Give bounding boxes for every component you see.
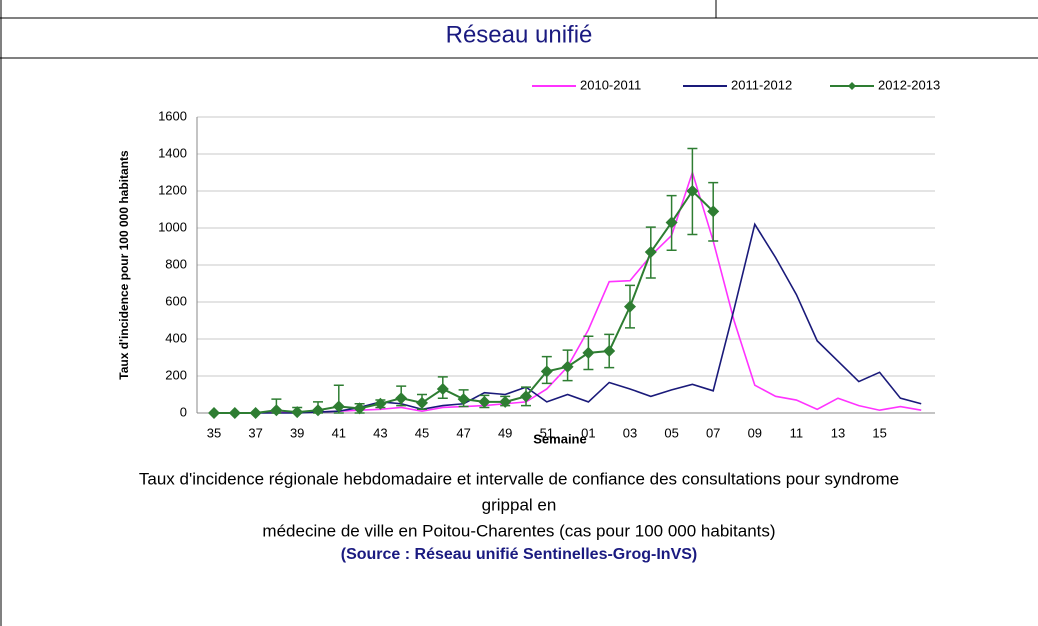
- marker: [707, 205, 720, 218]
- legend-marker: [848, 82, 856, 90]
- marker: [395, 392, 408, 405]
- marker: [249, 407, 262, 419]
- marker: [499, 395, 512, 408]
- x-tick-label: 39: [290, 425, 304, 440]
- marker: [457, 393, 470, 406]
- marker: [603, 345, 616, 358]
- x-axis-title: Semaine: [533, 431, 586, 446]
- y-tick-label: 800: [165, 256, 187, 271]
- x-tick-label: 47: [456, 425, 470, 440]
- y-tick-label: 1200: [158, 182, 187, 197]
- legend-label: 2011-2012: [731, 77, 792, 92]
- y-tick-label: 1600: [158, 108, 187, 123]
- y-tick-label: 600: [165, 293, 187, 308]
- x-tick-label: 05: [664, 425, 678, 440]
- x-tick-label: 43: [373, 425, 387, 440]
- legend-label: 2010-2011: [580, 77, 641, 92]
- x-tick-label: 03: [623, 425, 637, 440]
- legend-label: 2012-2013: [878, 77, 940, 92]
- marker: [665, 216, 678, 229]
- x-tick-label: 07: [706, 425, 720, 440]
- header-title: Réseau unifié: [446, 21, 593, 48]
- x-tick-label: 49: [498, 425, 512, 440]
- x-tick-label: 13: [831, 425, 845, 440]
- y-tick-label: 1400: [158, 145, 187, 160]
- caption-line: Taux d'incidence régionale hebdomadaire …: [139, 469, 899, 488]
- marker: [582, 346, 595, 359]
- marker: [436, 382, 449, 395]
- caption-line: médecine de ville en Poitou-Charentes (c…: [262, 521, 775, 540]
- y-axis-title: Taux d'incidence pour 100 000 habitants: [117, 150, 131, 380]
- caption-line: grippal en: [482, 495, 557, 514]
- marker: [686, 185, 699, 197]
- x-tick-label: 11: [790, 425, 804, 440]
- y-tick-label: 1000: [158, 219, 187, 234]
- y-tick-label: 200: [165, 367, 187, 382]
- x-tick-label: 35: [207, 425, 221, 440]
- caption-source: (Source : Réseau unifié Sentinelles-Grog…: [341, 546, 698, 563]
- x-tick-label: 15: [872, 425, 886, 440]
- marker: [332, 400, 345, 413]
- marker: [291, 406, 304, 419]
- y-tick-label: 0: [180, 404, 187, 419]
- marker: [312, 404, 324, 417]
- series-line: [214, 222, 922, 414]
- x-tick-label: 01: [581, 425, 595, 440]
- marker: [561, 360, 574, 373]
- marker: [270, 404, 283, 417]
- marker: [208, 407, 220, 419]
- marker: [353, 402, 366, 415]
- x-tick-label: 09: [748, 425, 762, 440]
- marker: [624, 300, 636, 313]
- x-tick-label: 41: [332, 425, 346, 440]
- marker: [478, 395, 491, 408]
- y-tick-label: 400: [165, 330, 187, 345]
- marker: [540, 365, 553, 378]
- marker: [416, 396, 428, 409]
- x-tick-label: 37: [248, 425, 262, 440]
- marker: [520, 390, 532, 403]
- x-tick-label: 45: [415, 425, 429, 440]
- marker: [228, 407, 241, 419]
- x-tick-label: 51: [540, 425, 554, 440]
- marker: [374, 397, 387, 410]
- marker: [644, 246, 657, 259]
